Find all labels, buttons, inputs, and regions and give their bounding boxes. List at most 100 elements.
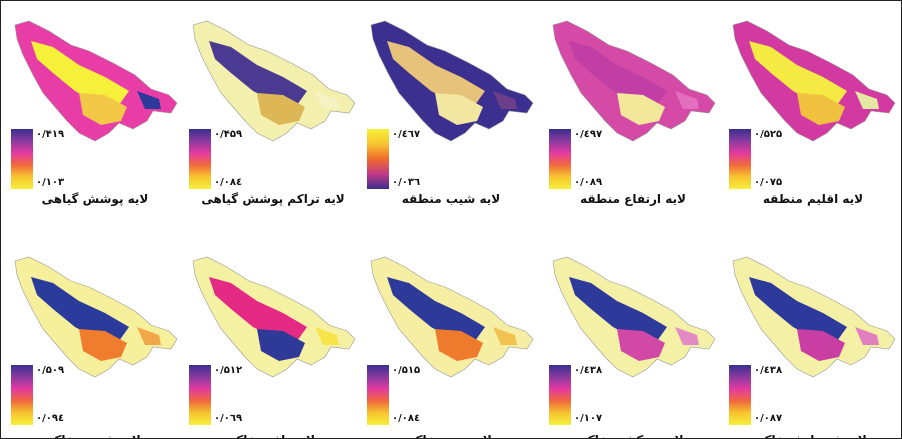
map-zone: [749, 277, 847, 341]
legend: ۰/۴۵۹ ۰/۰۸٤: [189, 129, 249, 191]
map-panel-soil-texture: ۰/۵۱۲ ۰/۰٦۹ لایه بافت خاک: [185, 247, 361, 438]
legend-max-value: ۰/۵۲۵: [754, 129, 783, 140]
legend-min-value: ۰/۱۰۳: [36, 177, 65, 188]
map-title: لایه تراکم پوشش گیاهی: [201, 192, 345, 206]
map-zone: [749, 41, 847, 105]
legend-colorbar: [367, 129, 389, 189]
map-title: لایه ارتفاع منطقه: [580, 192, 686, 206]
map-zone: [257, 93, 305, 125]
map-zone: [855, 327, 879, 345]
legend-max-value: ۰/٤٦٧: [392, 129, 421, 140]
legend-max-value: ۰/٤۳۸: [754, 365, 783, 376]
legend-max-value: ۰/۵۱۵: [392, 365, 421, 376]
map-zone: [79, 93, 127, 125]
legend-min-value: ۰/۱۰۷: [574, 413, 603, 424]
legend-colorbar: [549, 129, 571, 189]
map-title: لایه فرسایش خاک: [725, 433, 901, 438]
map-zone: [257, 329, 305, 361]
map-image: [192, 20, 356, 142]
map-zone: [569, 277, 667, 341]
map-image: [370, 256, 534, 378]
map-zone: [617, 329, 665, 361]
map-zone: [797, 329, 845, 361]
map-zone: [31, 41, 129, 105]
map-panel-soil-salinity: ۰/۵۰۹ ۰/۰۹٤ لایه شوری خاک: [7, 247, 183, 438]
legend: ۰/۴۱۹ ۰/۱۰۳: [11, 129, 71, 191]
map-zone: [79, 329, 127, 361]
legend: ۰/٤٦٧ ۰/۰۳٦: [367, 129, 427, 191]
legend: ۰/۵۰۹ ۰/۰۹٤: [11, 365, 71, 427]
map-image: [732, 256, 896, 378]
legend-min-value: ۰/۰۳٦: [392, 177, 421, 188]
legend: ۰/۵۲۵ ۰/۰۷۵: [729, 129, 789, 191]
legend: ۰/۵۱۵ ۰/۰۸٤: [367, 365, 427, 427]
legend: ۰/٤۳۸ ۰/۰۸۷: [729, 365, 789, 427]
map-zone: [493, 327, 517, 345]
map-title: لایه زهکشی خاک: [545, 433, 721, 438]
map-zone: [387, 41, 485, 105]
legend-min-value: ۰/۰۸۹: [574, 177, 603, 188]
map-title: لایه پوشش گیاهی: [41, 192, 149, 206]
map-title: لایه عمق خاک: [363, 433, 539, 438]
map-zone: [855, 91, 879, 109]
legend-max-value: ۰/۵۱۲: [214, 365, 243, 376]
map-zone: [209, 41, 307, 105]
legend-min-value: ۰/۰٦۹: [214, 413, 243, 424]
map-panel-soil-erosion: ۰/٤۳۸ ۰/۰۸۷ لایه فرسایش خاک: [725, 247, 901, 438]
legend-min-value: ۰/۰۷۵: [754, 177, 783, 188]
legend-max-value: ۰/٤۳۸: [574, 365, 603, 376]
legend-min-value: ۰/۰۹٤: [36, 413, 65, 424]
map-panel-elevation: ۰/٤۹۷ ۰/۰۸۹ لایه ارتفاع منطقه: [545, 11, 721, 221]
legend-colorbar: [729, 365, 751, 425]
map-title: لایه بافت خاک: [185, 433, 361, 438]
map-image: [192, 256, 356, 378]
map-panel-vegetation: ۰/۴۱۹ ۰/۱۰۳ لایه پوشش گیاهی: [7, 11, 183, 221]
map-zone: [435, 329, 483, 361]
map-zone: [315, 327, 339, 345]
legend-colorbar: [189, 129, 211, 189]
map-zone: [569, 41, 667, 105]
map-zone: [137, 91, 161, 109]
legend-max-value: ۰/۴۵۹: [214, 129, 243, 140]
legend-min-value: ۰/۰۸٤: [214, 177, 243, 188]
legend-colorbar: [549, 365, 571, 425]
legend: ۰/۵۱۲ ۰/۰٦۹: [189, 365, 249, 427]
map-panel-soil-depth: ۰/۵۱۵ ۰/۰۸٤ لایه عمق خاک: [363, 247, 539, 438]
legend-colorbar: [367, 365, 389, 425]
map-image: [552, 256, 716, 378]
map-zone: [137, 327, 161, 345]
legend-colorbar: [729, 129, 751, 189]
map-title: لایه شوری خاک: [7, 433, 183, 438]
map-zone: [797, 93, 845, 125]
map-image: [14, 20, 178, 142]
legend: ۰/٤۳۸ ۰/۱۰۷: [549, 365, 609, 427]
legend-min-value: ۰/۰۸۷: [754, 413, 783, 424]
legend-colorbar: [11, 129, 33, 189]
map-image: [370, 20, 534, 142]
map-panel-slope: ۰/٤٦٧ ۰/۰۳٦ لایه شیب منطقه: [363, 11, 539, 221]
map-zone: [435, 93, 483, 125]
map-title: لایه شیب منطقه: [401, 192, 501, 206]
legend-max-value: ۰/۴۱۹: [36, 129, 65, 140]
map-panel-soil-drainage: ۰/٤۳۸ ۰/۱۰۷ لایه زهکشی خاک: [545, 247, 721, 438]
legend-max-value: ۰/۵۰۹: [36, 365, 65, 376]
map-zone: [209, 277, 307, 341]
legend: ۰/٤۹۷ ۰/۰۸۹: [549, 129, 609, 191]
map-zone: [675, 91, 699, 109]
legend-colorbar: [189, 365, 211, 425]
map-image: [14, 256, 178, 378]
legend-colorbar: [11, 365, 33, 425]
map-image: [552, 20, 716, 142]
legend-max-value: ۰/٤۹۷: [574, 129, 603, 140]
map-image: [732, 20, 896, 142]
map-zone: [31, 277, 129, 341]
map-panel-climate: ۰/۵۲۵ ۰/۰۷۵ لایه اقلیم منطقه: [725, 11, 901, 221]
map-zone: [493, 91, 517, 109]
map-title: لایه اقلیم منطقه: [762, 192, 864, 206]
map-zone: [617, 93, 665, 125]
map-panel-vegetation-density: ۰/۴۵۹ ۰/۰۸٤ لایه تراکم پوشش گیاهی: [185, 11, 361, 221]
map-zone: [315, 91, 339, 109]
map-zone: [675, 327, 699, 345]
map-zone: [387, 277, 485, 341]
